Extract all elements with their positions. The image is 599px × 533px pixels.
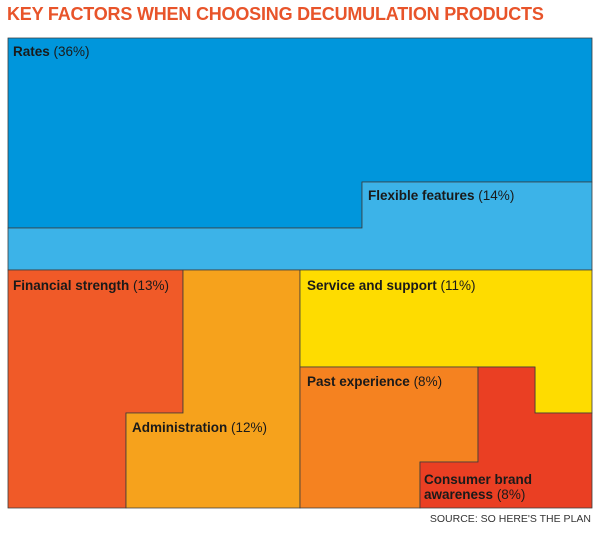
label-name: Financial strength [13, 278, 129, 293]
label-name-line-2: awareness [424, 487, 493, 502]
label-name: Flexible features [368, 188, 475, 203]
label-value: (8%) [410, 374, 442, 389]
label-name: Rates [13, 44, 50, 59]
treemap-label-past-experience: Past experience (8%) [307, 374, 442, 389]
treemap-label-service-and-support: Service and support (11%) [307, 278, 476, 293]
label-value: (11%) [437, 278, 476, 293]
treemap-label-rates: Rates (36%) [13, 44, 90, 59]
treemap-label-flexible-features: Flexible features (14%) [368, 188, 514, 203]
label-name: Past experience [307, 374, 410, 389]
label-name-line-1: Consumer brand [424, 472, 532, 487]
chart-title: KEY FACTORS WHEN CHOOSING DECUMULATION P… [7, 4, 544, 24]
label-value: (14%) [475, 188, 515, 203]
label-value: (12%) [227, 420, 267, 435]
label-name: Administration [132, 420, 227, 435]
treemap-region-consumer-brand-awareness [419, 366, 593, 509]
label-name: Service and support [307, 278, 437, 293]
treemap-label-financial-strength: Financial strength (13%) [13, 278, 169, 293]
source-note: SOURCE: SO HERE'S THE PLAN [429, 513, 591, 525]
label-value: (13%) [129, 278, 169, 293]
label-value: (8%) [493, 487, 525, 502]
treemap-label-consumer-brand-awareness: Consumer brand awareness (8%) [424, 472, 532, 502]
treemap-label-administration: Administration (12%) [132, 420, 267, 435]
label-value: (36%) [50, 44, 90, 59]
